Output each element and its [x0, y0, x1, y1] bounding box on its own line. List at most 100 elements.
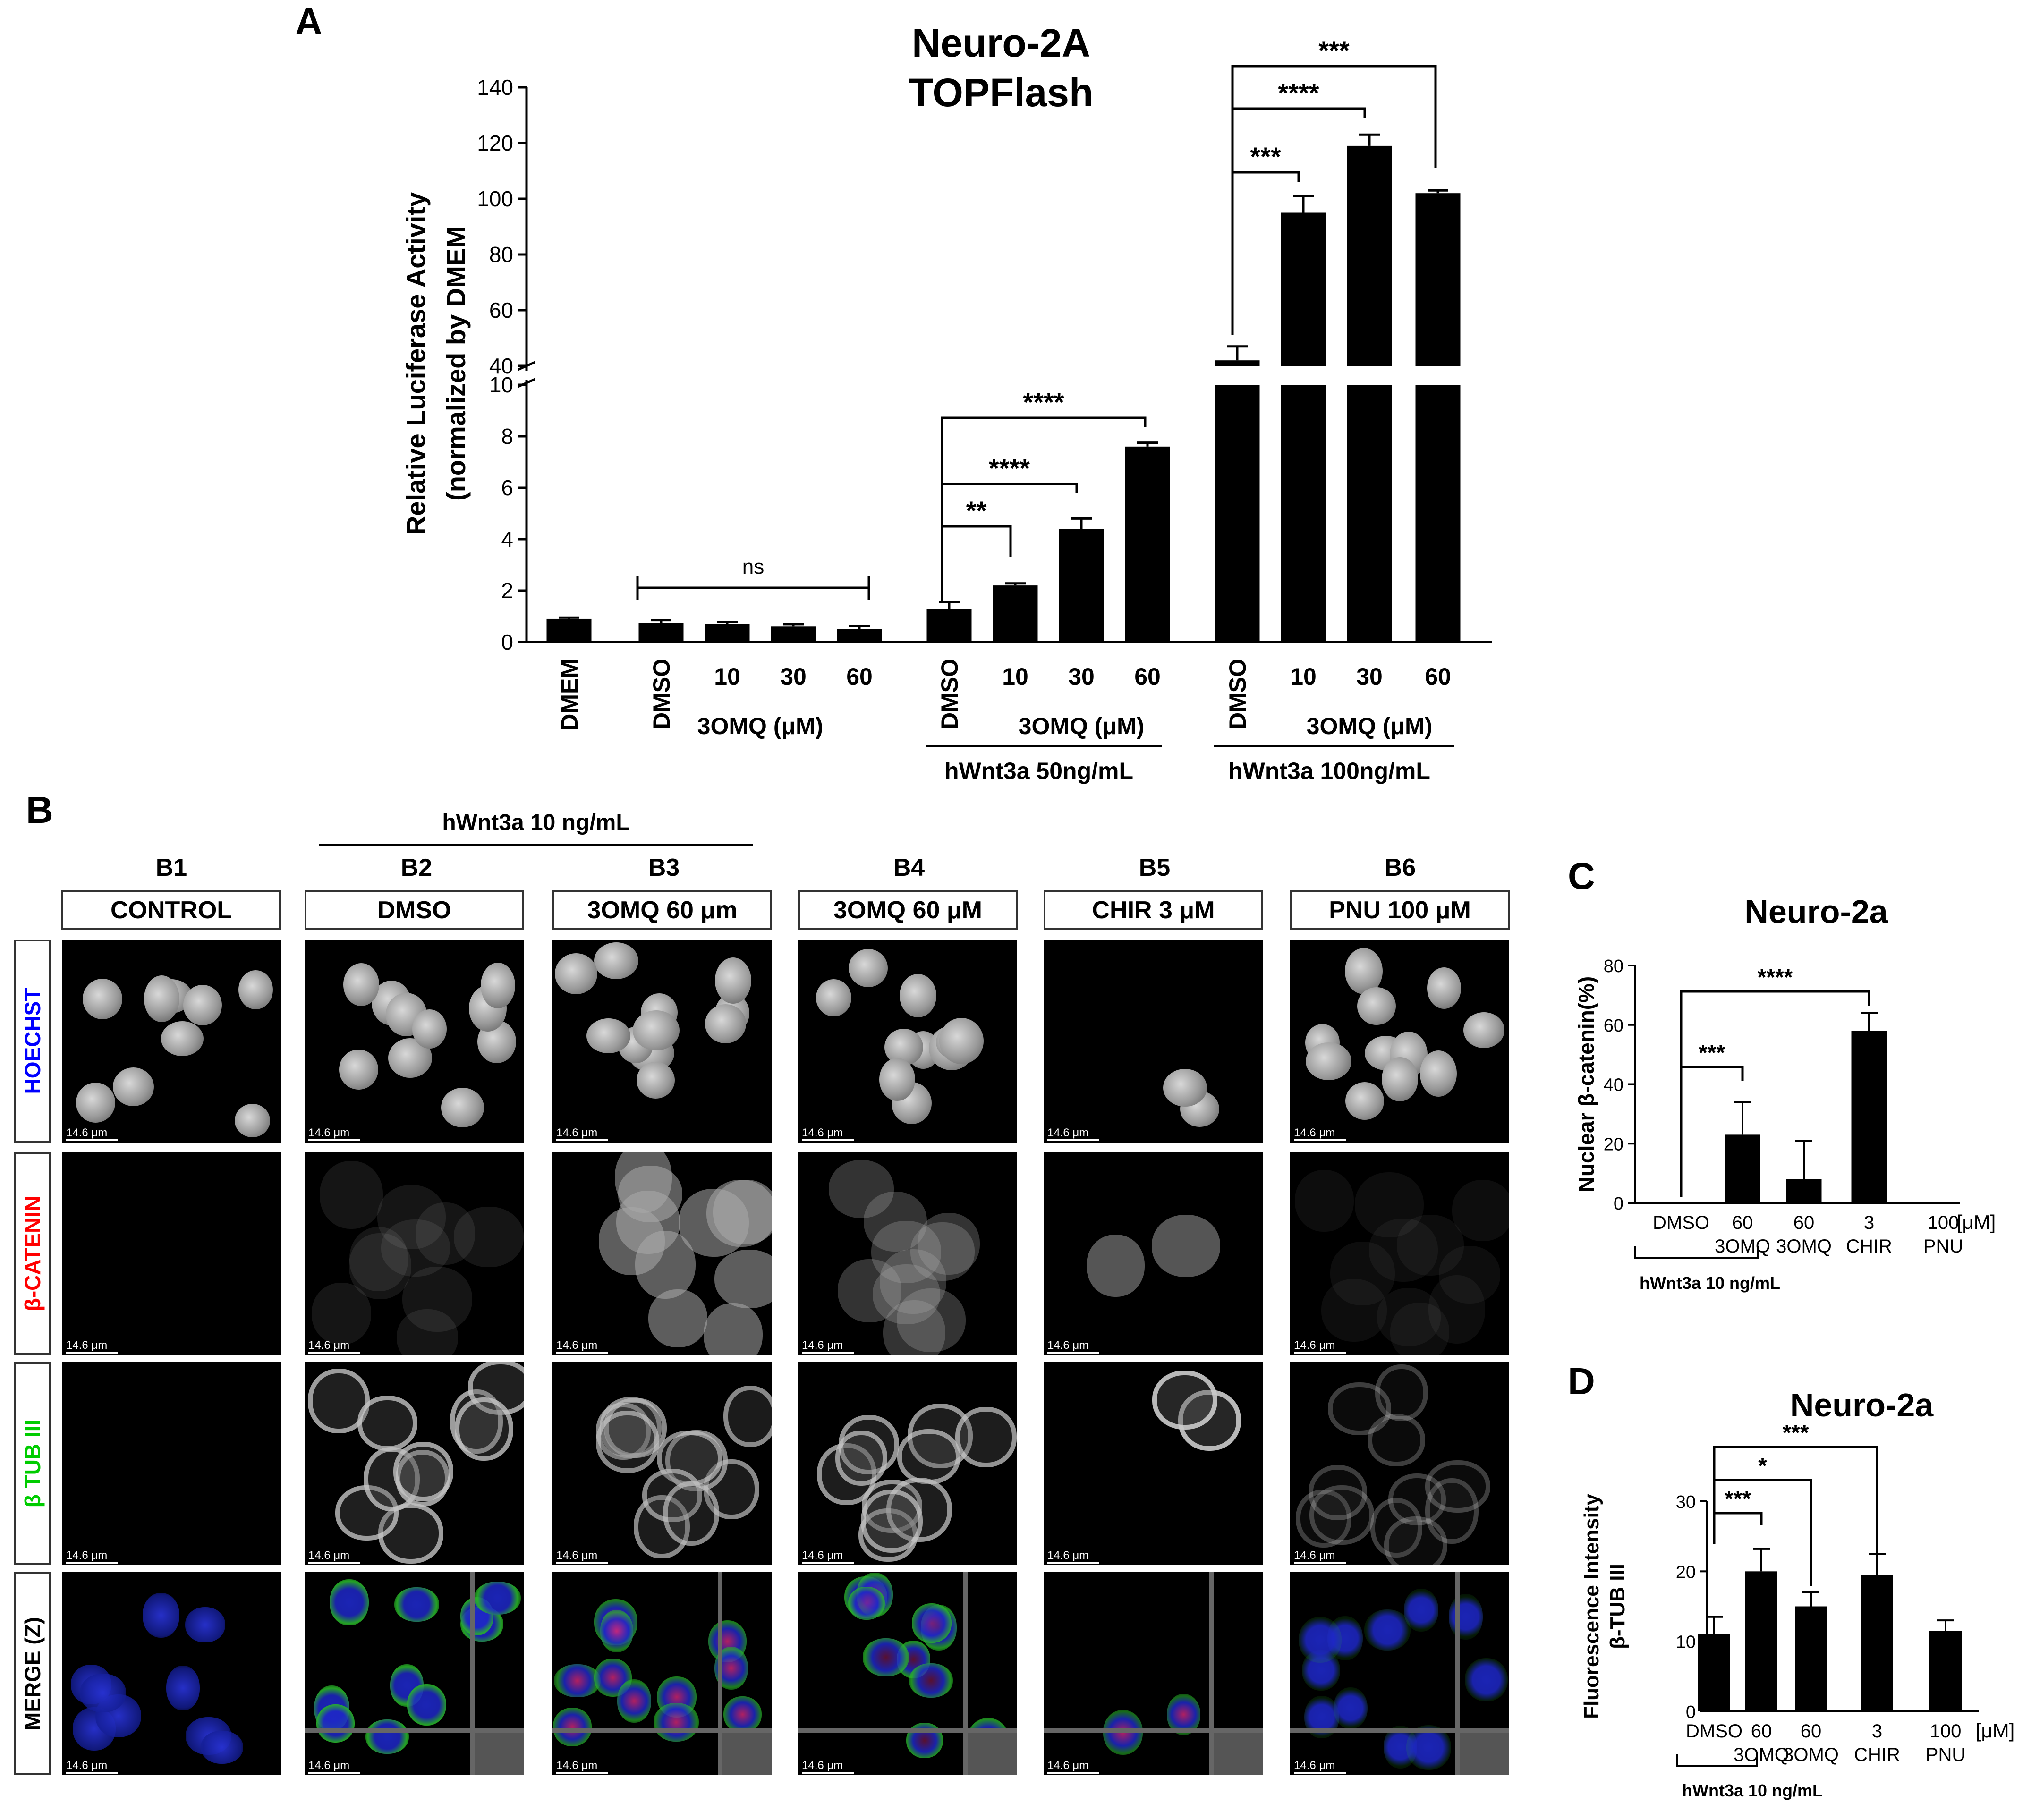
cell-shape: [955, 1407, 1017, 1467]
micrograph-tile: 14.6 μm: [305, 1572, 524, 1775]
scale-bar: 14.6 μm: [1047, 1549, 1100, 1564]
sig-chartD-0-label: ***: [1725, 1487, 1751, 1512]
cell-shape: [714, 1250, 772, 1308]
orthogonal-view: [1460, 1733, 1509, 1775]
treatment-header: hWnt3a 10 ng/mL: [442, 810, 630, 835]
cell-shape: [1428, 1275, 1485, 1344]
bar: [1745, 1571, 1777, 1711]
micrograph-tile: 14.6 μm: [62, 1152, 281, 1355]
cell-shape: [339, 1050, 378, 1090]
column-id-b4: B4: [893, 854, 925, 881]
sig-50-30-label: ****: [989, 453, 1030, 483]
y-tick-label: 140: [477, 75, 513, 100]
x-tick-label: 3: [1872, 1721, 1882, 1742]
cell-shape: [704, 1303, 763, 1355]
cell-shape: [474, 1582, 521, 1615]
row-label-hoechst: HOECHST: [14, 940, 51, 1143]
cell-shape: [1345, 948, 1383, 994]
sig-100-60-label: ***: [1318, 35, 1350, 65]
scale-bar: 14.6 μm: [308, 1549, 361, 1564]
micrograph-tile: 14.6 μm: [552, 1152, 772, 1355]
y-axis-label: Nuclear β-catenin(%): [1574, 976, 1598, 1193]
row-label-beta-catenin: β-CATENIN: [14, 1152, 51, 1355]
micrograph-tile: 14.6 μm: [798, 1152, 1017, 1355]
x-tick-label: 3OMQ: [1783, 1744, 1839, 1765]
cell-shape: [829, 1160, 894, 1218]
cell-shape: [586, 1018, 630, 1053]
cell-shape: [161, 1021, 204, 1056]
cell-shape: [880, 1249, 946, 1314]
cell-shape: [633, 1010, 680, 1050]
scale-bar: 14.6 μm: [1047, 1126, 1100, 1141]
scale-bar: 14.6 μm: [1294, 1126, 1346, 1141]
x-tick-label: 60: [1793, 1212, 1815, 1233]
y-tick-label: 0: [501, 630, 513, 654]
y-tick-label: 80: [489, 242, 513, 267]
y-tick-label: 6: [501, 475, 513, 500]
orthogonal-view: [1214, 1733, 1263, 1775]
x-tick-label: DMSO: [1224, 659, 1251, 729]
bar: [1347, 145, 1392, 366]
cell-shape: [637, 1062, 675, 1099]
cell-shape: [238, 970, 273, 1009]
micrograph-tile: 14.6 μm: [1290, 940, 1509, 1143]
orthogonal-view: [470, 1572, 475, 1775]
bar: [1929, 1631, 1962, 1711]
sig-chartC-0-bracket: [1680, 1066, 1744, 1197]
cell-shape: [594, 942, 638, 979]
cell-shape: [863, 1638, 909, 1676]
orthogonal-view: [552, 1728, 772, 1733]
unit-label: [μM]: [1957, 1211, 1996, 1233]
cell-shape: [1087, 1235, 1145, 1297]
bar: [705, 624, 750, 642]
cell-shape: [113, 1067, 154, 1106]
cell-shape: [912, 1603, 952, 1643]
scale-bar: 14.6 μm: [1294, 1339, 1346, 1354]
x-tick-label: 3OMQ: [1776, 1236, 1832, 1257]
micrograph-tile: 14.6 μm: [62, 1572, 281, 1775]
cell-shape: [1390, 1303, 1449, 1355]
y-tick-label: 2: [501, 578, 513, 603]
column-id-b1: B1: [155, 854, 187, 881]
cell-shape: [596, 1411, 659, 1473]
x-tick-label: 60: [846, 663, 873, 690]
bar: [1851, 1031, 1887, 1203]
orthogonal-view: [798, 1728, 1017, 1733]
y-tick-label: 0: [1686, 1702, 1696, 1722]
cell-shape: [1152, 1371, 1217, 1430]
cell-shape: [394, 1587, 439, 1622]
cell-shape: [381, 1219, 450, 1277]
cell-shape: [316, 1704, 355, 1743]
bar: [993, 585, 1038, 642]
micrograph-tile: 14.6 μm: [1290, 1152, 1509, 1355]
x-tick-label: PNU: [1923, 1236, 1963, 1257]
cell-shape: [183, 985, 222, 1025]
panel-label-b: B: [26, 789, 53, 831]
cell-shape: [618, 1166, 682, 1222]
micrograph-tile: 14.6 μm: [305, 940, 524, 1143]
cell-shape: [1449, 1594, 1483, 1640]
x-tick-label: 60: [1134, 663, 1161, 690]
column-id-b2: B2: [400, 854, 433, 881]
scale-bar: 14.6 μm: [308, 1759, 361, 1774]
cell-shape: [617, 1679, 651, 1723]
cell-shape: [654, 1703, 699, 1742]
y-tick-label: 20: [1604, 1134, 1623, 1154]
cell-shape: [1452, 1180, 1509, 1241]
cell-shape: [481, 963, 515, 1008]
cell-shape: [320, 1161, 383, 1229]
cell-shape: [455, 1397, 513, 1461]
bar: [1795, 1606, 1827, 1711]
scale-bar: 14.6 μm: [802, 1549, 854, 1564]
cell-shape: [412, 1009, 447, 1049]
sig-chartC-1-label: ****: [1758, 965, 1793, 990]
x-tick-label: DMSO: [1686, 1721, 1742, 1742]
x-tick-label: 10: [1002, 663, 1028, 690]
bar: [1861, 1575, 1893, 1711]
bar: [1698, 1634, 1730, 1711]
bar: [1125, 446, 1170, 642]
micrograph-tile: 14.6 μm: [1044, 1572, 1263, 1775]
bar: [1059, 529, 1104, 642]
y-tick-label: 10: [489, 372, 513, 397]
scale-bar: 14.6 μm: [66, 1549, 119, 1564]
